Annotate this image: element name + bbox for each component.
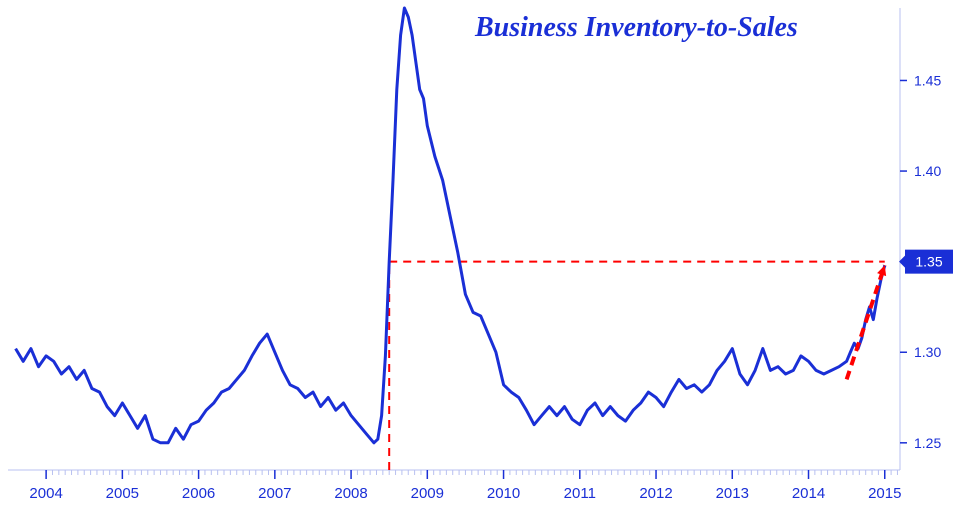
x-tick-label: 2004 xyxy=(29,485,62,502)
x-tick-label: 2005 xyxy=(106,485,139,502)
x-tick-label: 2006 xyxy=(182,485,215,502)
x-tick-label: 2010 xyxy=(487,485,520,502)
x-tick-label: 2014 xyxy=(792,485,825,502)
chart-title: Business Inventory-to-Sales xyxy=(474,12,798,43)
y-tick-label: 1.25 xyxy=(914,435,941,451)
x-tick-label: 2011 xyxy=(564,485,596,502)
y-tick-label: 1.45 xyxy=(914,72,941,88)
x-tick-label: 2008 xyxy=(334,485,367,502)
x-tick-label: 2012 xyxy=(639,485,672,502)
y-tick-label: 1.30 xyxy=(914,344,941,360)
plot-bg xyxy=(0,0,960,505)
chart-svg: 2004 2005 2006 2007 2008 2009 2010 2011 2012 2013… xyxy=(0,0,960,505)
x-tick-label: 2013 xyxy=(716,485,749,502)
chart-container: 2004 2005 2006 2007 2008 2009 2010 2011 2012 2013… xyxy=(0,0,960,505)
x-tick-label: 2015 xyxy=(868,485,901,502)
x-tick-label: 2009 xyxy=(411,485,444,502)
y-tick-label: 1.40 xyxy=(914,163,941,179)
end-value-label: 1.35 xyxy=(915,254,942,270)
x-tick-label: 2007 xyxy=(258,485,291,502)
